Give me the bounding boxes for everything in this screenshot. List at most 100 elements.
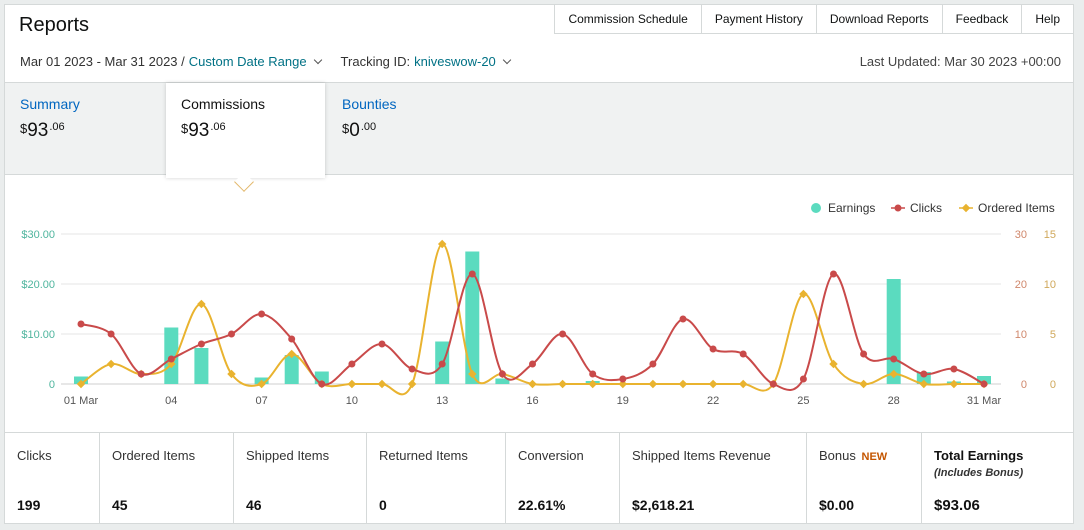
legend-swatch-items [961, 203, 971, 213]
tab-amount: $0.00 [342, 120, 377, 141]
x-tick-label: 01 Mar [64, 395, 99, 407]
stats-bar: Clicks 199 Ordered Items 45 Shipped Item… [5, 432, 1073, 523]
filter-row: Mar 01 2023 - Mar 31 2023 / Custom Date … [20, 54, 516, 69]
y-right-tick-clicks: 20 [1015, 279, 1027, 291]
ordered-items-point [738, 379, 748, 389]
clicks-point [77, 320, 85, 328]
y-right-tick-items: 0 [1050, 379, 1056, 391]
ordered-items-point [648, 379, 658, 389]
custom-date-range-dropdown[interactable]: Custom Date Range [188, 54, 307, 69]
ordered-items-point [227, 369, 236, 379]
clicks-point [438, 360, 446, 368]
legend-label: Earnings [828, 201, 875, 215]
tab-label: Bounties [342, 96, 397, 112]
legend-swatch-earnings [811, 203, 821, 213]
clicks-point [649, 360, 657, 368]
clicks-point [258, 310, 266, 318]
clicks-point [408, 365, 416, 373]
x-tick-label: 22 [707, 395, 719, 407]
tab-bounties[interactable]: Bounties $0.00 [327, 83, 486, 176]
clicks-point [107, 330, 115, 338]
ordered-items-point [407, 379, 417, 389]
stat-label: Conversion [518, 448, 584, 463]
tab-amount: $93.06 [20, 120, 65, 141]
reports-panel: Reports Commission Schedule Payment Hist… [4, 4, 1074, 524]
tab-label: Summary [20, 96, 80, 112]
x-tick-label: 10 [346, 395, 358, 407]
stat-shipped-items: Shipped Items 46 [234, 433, 367, 523]
legend-label: Clicks [910, 201, 942, 215]
x-tick-label: 13 [436, 395, 448, 407]
commission-schedule-link[interactable]: Commission Schedule [554, 5, 701, 34]
top-nav: Commission Schedule Payment History Down… [554, 5, 1073, 34]
ordered-items-point [437, 239, 447, 249]
stat-ordered-items: Ordered Items 45 [100, 433, 234, 523]
ordered-items-point [829, 359, 838, 369]
clicks-point [228, 330, 235, 338]
earnings-bar [495, 378, 510, 384]
ordered-items-point [197, 299, 206, 309]
clicks-point [830, 270, 837, 278]
earnings-bar [284, 355, 299, 384]
stat-label: Shipped Items Revenue [632, 448, 771, 463]
feedback-link[interactable]: Feedback [941, 5, 1022, 34]
clicks-point [498, 370, 506, 378]
ordered-items-point [528, 379, 537, 389]
stat-label: Total Earnings [934, 448, 1024, 463]
ordered-items-point [167, 359, 176, 369]
clicks-point [679, 315, 687, 323]
legend-label: Ordered Items [978, 201, 1055, 215]
clicks-point [318, 380, 326, 388]
stat-total-earnings: Total Earnings (Includes Bonus) $93.06 [922, 433, 1073, 523]
x-tick-label: 07 [255, 395, 267, 407]
stat-value: $2,618.21 [632, 497, 695, 513]
clicks-point [920, 370, 928, 378]
x-tick-label: 19 [617, 395, 629, 407]
stat-value: 199 [17, 497, 41, 513]
clicks-point [980, 380, 988, 388]
x-tick-label: 25 [797, 395, 809, 407]
stat-conversion: Conversion 22.61% [506, 433, 620, 523]
page-title: Reports [19, 14, 90, 36]
chevron-down-icon [502, 55, 512, 65]
ordered-items-point [708, 379, 718, 389]
ordered-items-point [799, 289, 808, 299]
clicks-point [167, 355, 175, 363]
clicks-point [348, 360, 356, 368]
y-tick-label: $20.00 [21, 279, 55, 291]
ordered-items-point [468, 369, 477, 379]
tracking-id-dropdown[interactable]: kniveswow-20 [414, 54, 496, 69]
tab-commissions[interactable]: Commissions $93.06 [166, 83, 325, 178]
y-right-tick-clicks: 10 [1015, 329, 1027, 341]
clicks-point [769, 380, 777, 388]
last-updated: Last Updated: Mar 30 2023 +00:00 [859, 54, 1061, 69]
new-badge: NEW [861, 451, 888, 463]
help-link[interactable]: Help [1021, 5, 1073, 34]
earnings-bar [465, 251, 480, 384]
tab-label: Commissions [181, 96, 266, 112]
tab-amount: $93.06 [181, 120, 226, 141]
clicks-point [890, 355, 898, 363]
stat-returned-items: Returned Items 0 [367, 433, 506, 523]
y-tick-label: 0 [49, 379, 55, 391]
clicks-point [137, 370, 145, 378]
clicks-point [739, 350, 747, 358]
y-right-tick-items: 10 [1044, 279, 1056, 291]
ordered-items-line [80, 242, 984, 396]
ordered-items-point [588, 379, 597, 389]
stat-bonus: Bonus NEW $0.00 [807, 433, 922, 523]
payment-history-link[interactable]: Payment History [700, 5, 816, 34]
stat-shipped-revenue: Shipped Items Revenue $2,618.21 [620, 433, 807, 523]
y-right-tick-items: 15 [1044, 229, 1056, 241]
tracking-id-label: Tracking ID: [340, 54, 411, 69]
x-tick-label: 16 [526, 395, 538, 407]
x-tick-label: 28 [888, 395, 900, 407]
stat-value: 46 [246, 497, 262, 513]
clicks-point [860, 350, 868, 358]
clicks-point [378, 340, 386, 348]
download-reports-link[interactable]: Download Reports [815, 5, 942, 34]
tab-summary[interactable]: Summary $93.06 [5, 83, 164, 176]
stat-sublabel: (Includes Bonus) [934, 467, 1024, 479]
stat-value: 22.61% [518, 497, 566, 513]
ordered-items-point [257, 379, 266, 389]
